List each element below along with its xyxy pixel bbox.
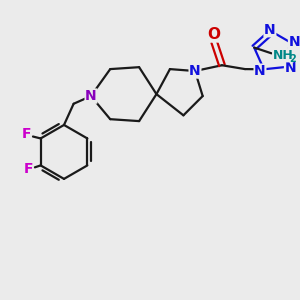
Text: NH: NH — [273, 49, 293, 62]
Text: 2: 2 — [289, 54, 296, 64]
Text: O: O — [208, 27, 221, 42]
Text: F: F — [21, 127, 31, 141]
Text: F: F — [23, 162, 33, 176]
Text: N: N — [285, 61, 296, 75]
Text: N: N — [254, 64, 266, 78]
Text: N: N — [289, 34, 300, 49]
Text: N: N — [189, 64, 201, 78]
Text: N: N — [85, 89, 97, 103]
Text: N: N — [264, 23, 276, 37]
